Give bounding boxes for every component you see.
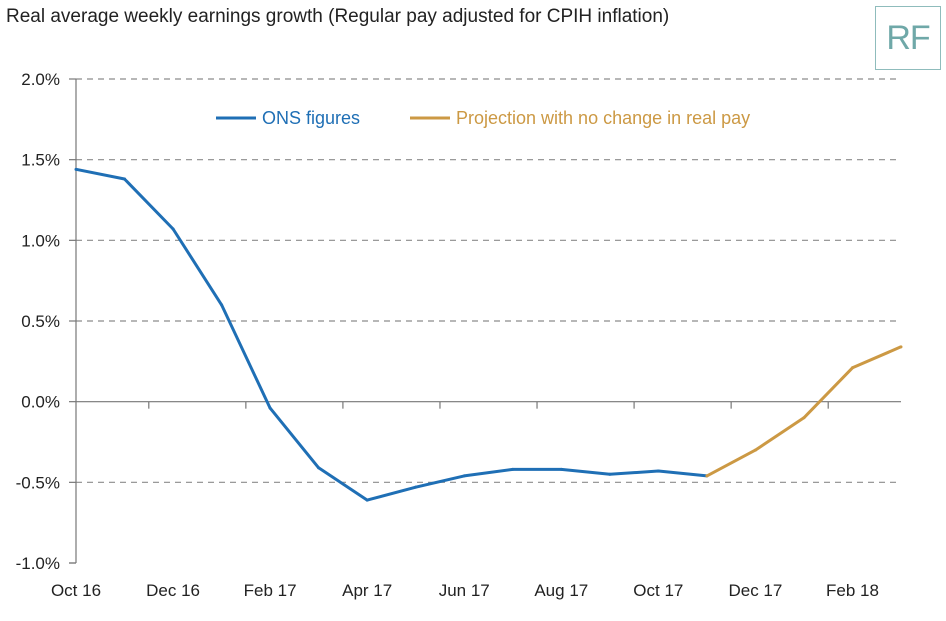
y-tick-label: 1.0% bbox=[21, 231, 60, 250]
data-point bbox=[414, 485, 418, 489]
x-tick-label: Feb 17 bbox=[244, 581, 297, 600]
x-tick-label: Oct 17 bbox=[633, 581, 683, 600]
series-line-1 bbox=[75, 167, 708, 502]
x-tick-label: Aug 17 bbox=[534, 581, 588, 600]
data-point bbox=[899, 345, 903, 349]
data-point bbox=[753, 448, 757, 452]
y-tick-label: 2.0% bbox=[21, 70, 60, 89]
y-tick-label: -0.5% bbox=[16, 473, 60, 492]
x-tick-label: Feb 18 bbox=[826, 581, 879, 600]
x-tick-label: Apr 17 bbox=[342, 581, 392, 600]
rf-logo: RF bbox=[875, 6, 941, 70]
data-point bbox=[365, 498, 369, 502]
data-point bbox=[171, 227, 175, 231]
data-point bbox=[608, 472, 612, 476]
x-tick-label: Jun 17 bbox=[439, 581, 490, 600]
series-line-2 bbox=[706, 345, 902, 478]
data-point bbox=[462, 474, 466, 478]
x-tick-label: Oct 16 bbox=[51, 581, 101, 600]
data-point bbox=[559, 467, 563, 471]
legend-label: Projection with no change in real pay bbox=[456, 108, 750, 128]
data-point bbox=[317, 466, 321, 470]
data-point bbox=[511, 467, 515, 471]
data-point bbox=[802, 416, 806, 420]
data-point bbox=[656, 469, 660, 473]
data-point bbox=[268, 406, 272, 410]
data-point bbox=[220, 303, 224, 307]
y-tick-label: 0.5% bbox=[21, 312, 60, 331]
chart-title: Real average weekly earnings growth (Reg… bbox=[6, 6, 670, 27]
y-tick-label: 1.5% bbox=[21, 151, 60, 170]
legend-label: ONS figures bbox=[262, 108, 360, 128]
data-point bbox=[123, 177, 127, 181]
y-tick-label: -1.0% bbox=[16, 554, 60, 573]
x-tick-label: Dec 17 bbox=[728, 581, 782, 600]
data-point bbox=[705, 474, 709, 478]
y-tick-label: 0.0% bbox=[21, 393, 60, 412]
x-tick-label: Dec 16 bbox=[146, 581, 200, 600]
data-point bbox=[850, 366, 854, 370]
data-point bbox=[74, 167, 78, 171]
